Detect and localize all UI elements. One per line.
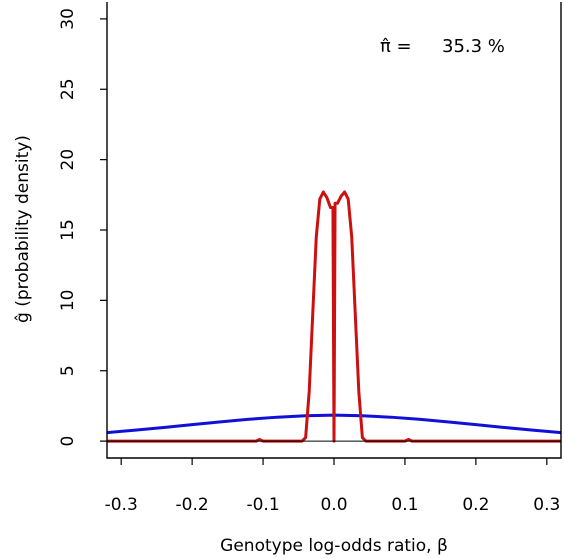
y-tick-label: 25 <box>58 78 78 100</box>
x-tick-label: -0.1 <box>246 495 279 515</box>
x-axis-ticks: -0.3 -0.2 -0.1 0.0 0.1 0.2 0.3 <box>105 458 560 515</box>
y-tick-label: 15 <box>58 219 78 241</box>
y-tick-label: 20 <box>58 149 78 171</box>
y-tick-label: 30 <box>58 8 78 30</box>
x-axis-title: Genotype log-odds ratio, β <box>220 536 448 556</box>
x-tick-label: 0.1 <box>391 495 418 515</box>
series-layer <box>106 190 562 443</box>
pi-hat-value: 35.3 % <box>442 36 505 57</box>
y-tick-label: 5 <box>58 365 78 376</box>
pi-hat-label: π̂ = <box>380 36 412 57</box>
x-tick-label: -0.3 <box>105 495 138 515</box>
y-axis-title: ĝ (probability density) <box>13 135 33 323</box>
x-tick-label: 0.0 <box>320 495 347 515</box>
x-tick-label: 0.3 <box>533 495 560 515</box>
x-tick-label: 0.2 <box>462 495 489 515</box>
x-tick-label: -0.2 <box>176 495 209 515</box>
y-axis-ticks: 0 5 10 15 20 25 30 <box>58 8 107 447</box>
y-tick-label: 0 <box>58 436 78 447</box>
y-tick-label: 10 <box>58 290 78 312</box>
series-line-2 <box>107 190 561 443</box>
